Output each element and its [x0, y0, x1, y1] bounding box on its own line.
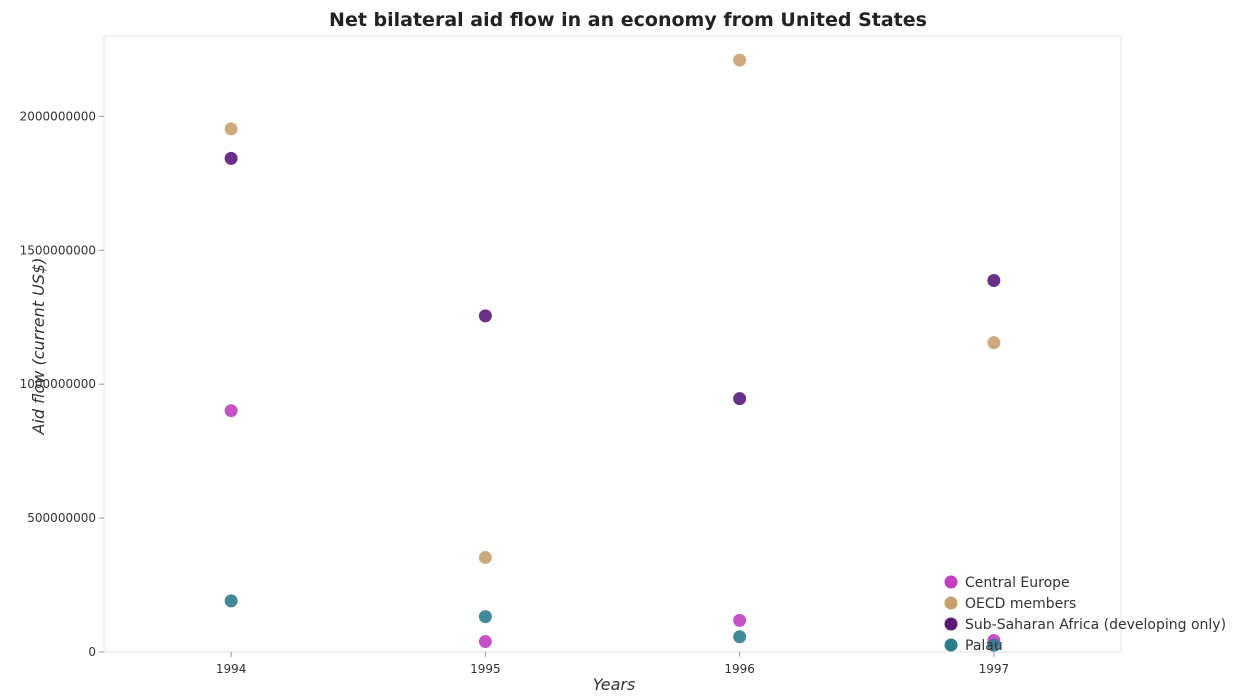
x-tick-label: 1994 [216, 662, 247, 676]
legend: Central Europe OECD members Sub-Saharan Af… [944, 575, 1226, 654]
x-tick-label: 1995 [470, 662, 501, 676]
legend-label: OECD members [965, 596, 1076, 612]
y-axis-ticks: 0 500000000 1000000000 1500000000 2000000000 [20, 109, 104, 659]
data-point-sub-saharan-africa-developing-only-1995 [478, 309, 492, 323]
y-tick-label: 2000000000 [20, 109, 96, 123]
legend-label: Central Europe [965, 575, 1070, 591]
data-point-oecd-members-1997 [987, 336, 1001, 350]
x-axis-label: Years [593, 675, 636, 694]
legend-marker [944, 575, 958, 589]
data-point-oecd-members-1995 [478, 550, 492, 564]
data-point-palau-1995 [478, 610, 492, 624]
legend-marker [944, 596, 958, 610]
legend-marker [944, 638, 958, 652]
data-point-palau-1994 [224, 594, 238, 608]
data-point-oecd-members-1994 [224, 122, 238, 136]
y-tick-label: 1500000000 [20, 243, 96, 257]
chart-title: Net bilateral aid flow in an economy fro… [329, 9, 927, 31]
x-axis-ticks: 1994 1995 1996 1997 [216, 652, 1009, 676]
data-point-central-europe-1994 [224, 404, 238, 418]
data-point-sub-saharan-africa-developing-only-1994 [224, 151, 238, 165]
data-point-central-europe-1996 [733, 613, 747, 627]
y-tick-label: 1000000000 [20, 377, 96, 391]
data-point-sub-saharan-africa-developing-only-1996 [733, 392, 747, 406]
legend-label: Sub-Saharan Africa (developing only) [965, 617, 1226, 633]
x-tick-label: 1997 [979, 662, 1010, 676]
data-point-oecd-members-1996 [733, 53, 747, 67]
x-tick-label: 1996 [724, 662, 755, 676]
legend-label: Palau [965, 638, 1003, 654]
legend-marker [944, 617, 958, 631]
data-point-sub-saharan-africa-developing-only-1997 [987, 274, 1001, 288]
data-point-palau-1997 [987, 638, 1001, 652]
y-tick-label: 0 [88, 645, 96, 659]
data-points [224, 53, 1001, 652]
y-axis-label: Aid flow (current US$) [29, 258, 48, 436]
data-point-central-europe-1995 [478, 635, 492, 649]
data-point-palau-1996 [733, 630, 747, 644]
y-tick-label: 500000000 [27, 511, 96, 525]
